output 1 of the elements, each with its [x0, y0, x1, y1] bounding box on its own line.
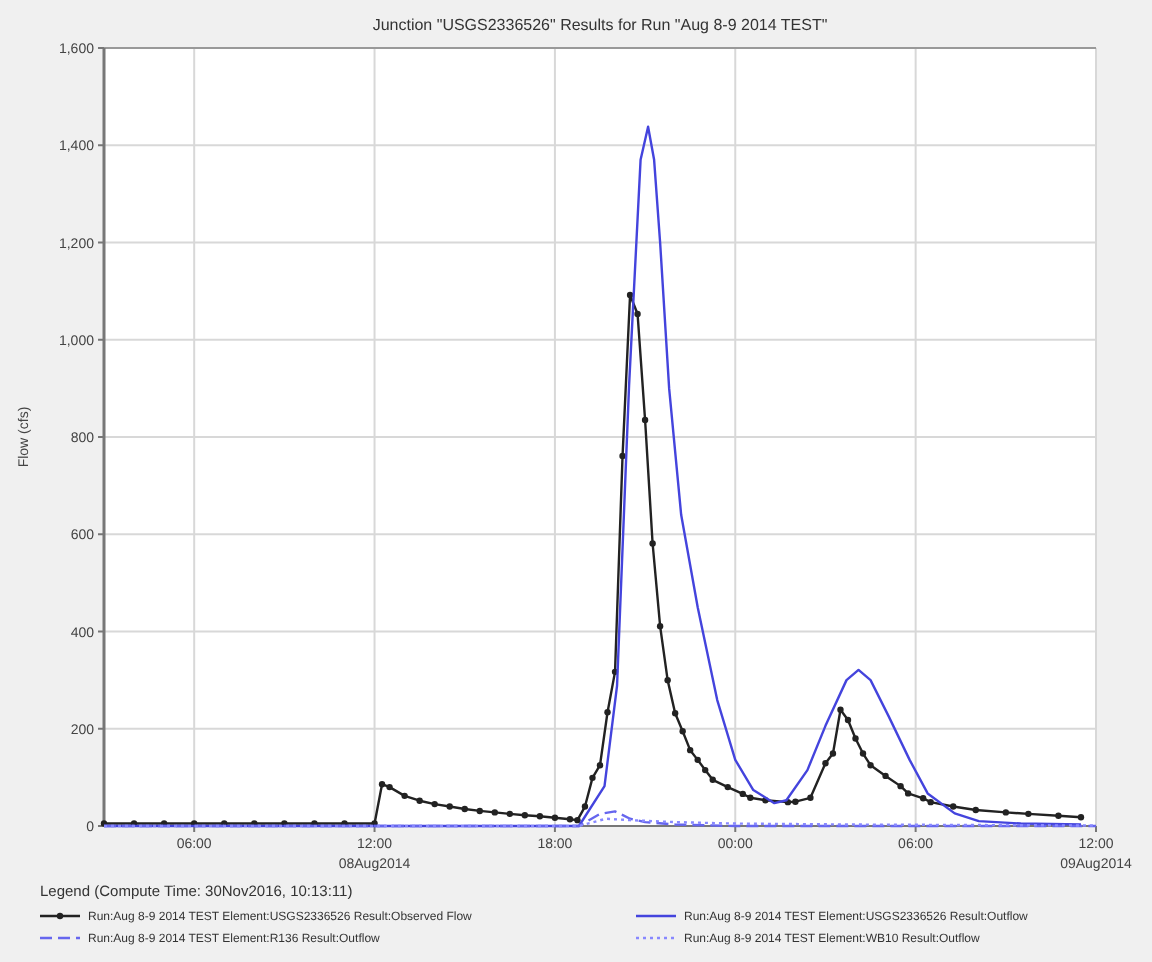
chart-title: Junction "USGS2336526" Results for Run "Aug 8-9 2014 TEST": [372, 16, 828, 34]
